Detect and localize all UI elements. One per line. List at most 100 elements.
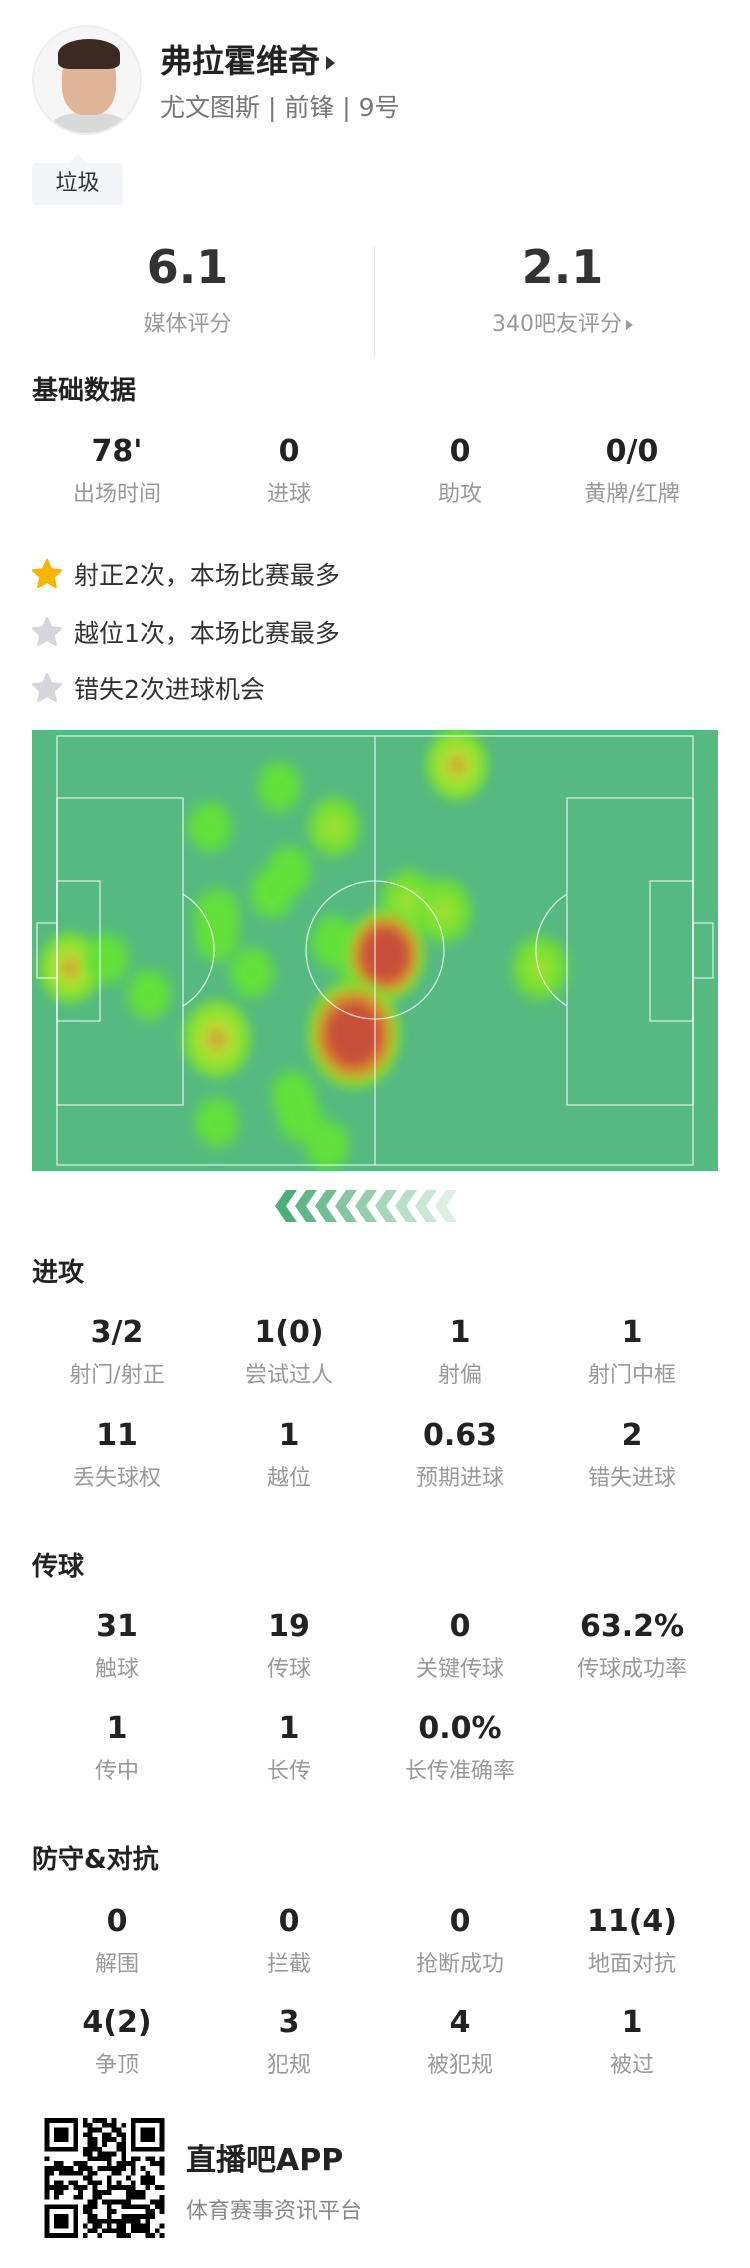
star-icon	[31, 672, 63, 703]
stat-label: 被犯规	[426, 2053, 493, 2078]
stat-item: 1 射门中框	[546, 1313, 718, 1389]
stat-item: 0 进球	[203, 432, 375, 508]
media-rating: 6.1 媒体评分	[0, 240, 375, 338]
stat-label: 错失进球	[587, 1466, 676, 1491]
stat-value: 11	[96, 1418, 138, 1453]
heatmap-layer	[32, 730, 718, 1171]
stat-label: 越位	[266, 1466, 311, 1491]
stat-item: 0 关键传球	[374, 1607, 546, 1683]
stat-value: 1	[621, 2005, 643, 2040]
chevron-left-icon	[395, 1190, 417, 1222]
stat-item: 1 射偏	[374, 1313, 546, 1389]
player-name: 弗拉霍维奇	[160, 42, 321, 80]
highlight-item: 射正2次，本场比赛最多	[30, 556, 340, 592]
highlight-text: 越位1次，本场比赛最多	[74, 619, 340, 648]
stat-item: 1 被过	[546, 2003, 718, 2079]
chevron-left-icon	[295, 1190, 317, 1222]
stat-item: 4(2) 争顶	[31, 2003, 203, 2079]
heatmap-blob	[245, 862, 300, 925]
fan-rating-label: 340吧友评分	[492, 312, 622, 337]
highlight-text: 错失2次进球机会	[74, 675, 265, 704]
stat-label: 传中	[94, 1759, 139, 1784]
stat-label: 犯规	[266, 2053, 311, 2078]
stat-item: 0 解围	[31, 1902, 203, 1978]
stat-value: 0	[449, 434, 471, 469]
qr-code	[44, 2118, 165, 2238]
player-tag: 垃圾	[32, 153, 123, 205]
stat-value: 0	[278, 1904, 300, 1939]
heatmap-blob	[507, 930, 573, 1006]
player-info: 尤文图斯 | 前锋 | 9号	[160, 93, 400, 122]
stat-item: 31 触球	[31, 1607, 203, 1683]
stat-value: 78'	[91, 434, 143, 469]
player-name-link[interactable]: 弗拉霍维奇	[160, 36, 336, 82]
star-icon	[31, 616, 63, 647]
stat-item: 4 被犯规	[374, 2003, 546, 2079]
fan-rating[interactable]: 2.1 340吧友评分	[375, 240, 750, 338]
highlight-text: 射正2次，本场比赛最多	[74, 561, 340, 590]
highlight-item: 错失2次进球机会	[30, 670, 265, 706]
stat-label: 地面对抗	[587, 1952, 676, 1977]
heatmap-blob	[179, 995, 255, 1082]
section-title-attack: 进攻	[32, 1258, 85, 1288]
stat-item: 1 传中	[31, 1709, 203, 1785]
attack-direction-arrows	[275, 1190, 457, 1222]
stat-value: 63.2%	[579, 1609, 685, 1644]
stat-label: 射门中框	[587, 1363, 676, 1388]
stat-value: 1	[278, 1418, 300, 1453]
stat-label: 尝试过人	[244, 1363, 333, 1388]
stat-item: 63.2% 传球成功率	[546, 1607, 718, 1683]
stat-value: 0	[449, 1904, 471, 1939]
stat-item: 1 长传	[203, 1709, 375, 1785]
stat-item: 0 抢断成功	[374, 1902, 546, 1978]
stat-label: 射偏	[437, 1363, 482, 1388]
heatmap-pitch	[32, 730, 718, 1171]
stat-label: 抢断成功	[415, 1952, 504, 1977]
stat-label: 传球成功率	[576, 1657, 687, 1682]
stat-value: 4	[449, 2005, 471, 2040]
heatmap-blob	[224, 941, 279, 1004]
stat-value: 0/0	[605, 434, 659, 469]
stat-label: 射门/射正	[69, 1363, 165, 1388]
chevron-left-icon	[355, 1190, 377, 1222]
stat-label: 传球	[266, 1657, 311, 1682]
heatmap-blob	[303, 791, 365, 863]
section-title-defense: 防守&对抗	[32, 1845, 159, 1875]
caret-right-icon	[326, 56, 336, 70]
stat-label: 助攻	[437, 482, 482, 507]
stat-label: 黄牌/红牌	[584, 482, 680, 507]
stat-value: 11(4)	[586, 1904, 678, 1939]
chevron-left-icon	[415, 1190, 437, 1222]
stat-label: 丢失球权	[72, 1466, 161, 1491]
heatmap-blob	[121, 963, 176, 1026]
stat-item: 0 拦截	[203, 1902, 375, 1978]
pitch-lines	[36, 735, 714, 1166]
stat-item: 11(4) 地面对抗	[546, 1902, 718, 1978]
fan-rating-value: 2.1	[521, 240, 604, 294]
stat-label: 出场时间	[72, 482, 161, 507]
heatmap-blob	[183, 795, 238, 859]
stat-item: 3 犯规	[203, 2003, 375, 2079]
player-avatar	[32, 25, 142, 135]
stat-value: 19	[268, 1609, 310, 1644]
chevron-left-icon	[435, 1190, 457, 1222]
stat-item: 3/2 射门/射正	[31, 1313, 203, 1389]
stat-item: 19 传球	[203, 1607, 375, 1683]
stat-label: 拦截	[266, 1952, 311, 1977]
stat-label: 长传	[266, 1759, 311, 1784]
chevron-left-icon	[375, 1190, 397, 1222]
media-rating-label: 媒体评分	[143, 312, 232, 337]
media-rating-value: 6.1	[146, 240, 229, 294]
stat-label: 进球	[266, 482, 311, 507]
stat-value: 3	[278, 2005, 300, 2040]
chevron-left-icon	[275, 1190, 297, 1222]
stat-value: 0	[449, 1609, 471, 1644]
heatmap-blob	[306, 979, 403, 1090]
stat-value: 0	[106, 1904, 128, 1939]
stat-item: 78' 出场时间	[31, 432, 203, 508]
stat-item: 1 越位	[203, 1416, 375, 1492]
stat-value: 1	[278, 1711, 300, 1746]
section-title-basic: 基础数据	[32, 376, 137, 406]
stat-value: 2	[621, 1418, 643, 1453]
app-slogan: 体育赛事资讯平台	[186, 2199, 363, 2224]
